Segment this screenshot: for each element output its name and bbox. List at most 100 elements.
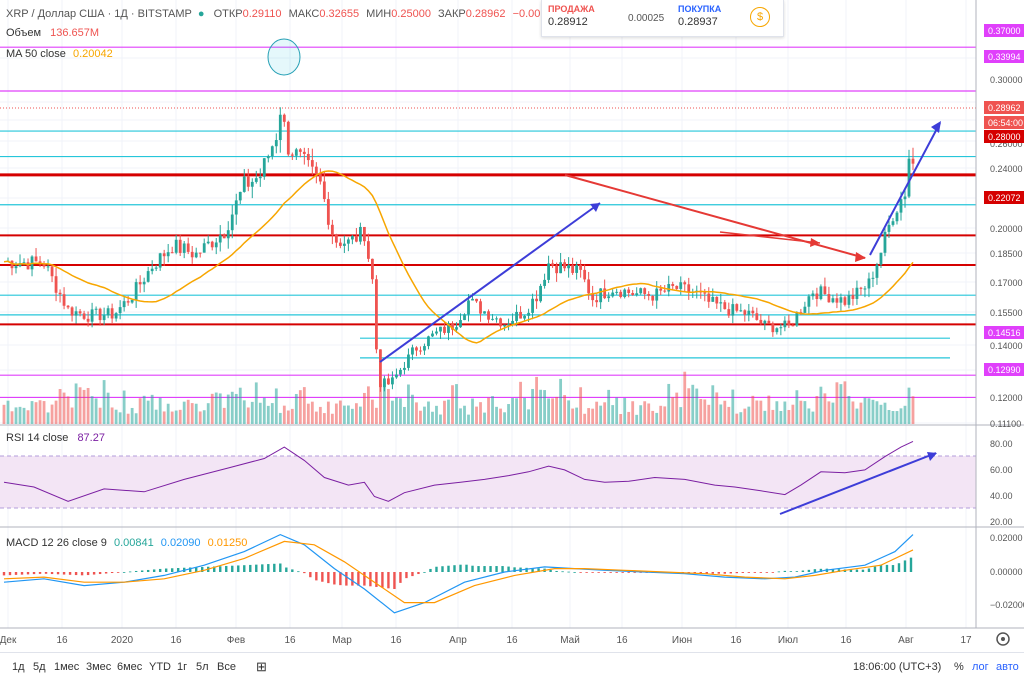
auto-toggle[interactable]: авто xyxy=(996,661,1019,673)
volume-bar xyxy=(451,385,454,424)
macd-hist-bar xyxy=(74,572,78,576)
buy-button[interactable]: ПОКУПКА 0.28937 xyxy=(678,4,722,28)
candle-body xyxy=(34,256,38,262)
macd-hist-bar xyxy=(765,572,769,573)
volume-bar xyxy=(286,410,290,424)
candle-body xyxy=(154,267,158,269)
candle-body xyxy=(827,294,831,303)
volume-bar xyxy=(134,413,138,424)
candle-body xyxy=(226,230,230,239)
volume-bar xyxy=(102,380,106,424)
time-axis[interactable]: Дек 16 2020 16 Фев 16 Мар 16 Апр 16 Май 16 Июн 16 Июл 1… xyxy=(0,635,972,646)
macd-axis[interactable]: 0.02000 0.00000 −0.02000 xyxy=(990,533,1024,610)
candle-body xyxy=(90,309,94,322)
range-button-5d[interactable]: 5д xyxy=(33,661,46,673)
candle-body xyxy=(839,297,843,303)
volume-bar xyxy=(755,400,759,424)
spread-value: 0.00025 xyxy=(628,13,665,24)
chart-canvas[interactable]: 0.33994 0.30000 0.28962 0.26000 0.24000 0.220… xyxy=(0,0,1024,652)
macd-hist-bar xyxy=(909,557,913,572)
range-button-1y[interactable]: 1г xyxy=(177,661,188,673)
candle-body xyxy=(375,279,378,350)
drawings[interactable] xyxy=(0,38,976,515)
volume-bar xyxy=(154,409,158,424)
rsi-axis[interactable]: 80.00 60.00 40.00 20.00 xyxy=(990,439,1013,527)
pane-dividers[interactable] xyxy=(0,0,1024,629)
volume-bar xyxy=(362,392,366,424)
volume-bar xyxy=(399,398,402,424)
range-button-1m[interactable]: 1мес xyxy=(54,661,80,673)
candle-body xyxy=(651,295,655,301)
time-tick-label: Июл xyxy=(778,635,798,646)
volume-bar xyxy=(395,397,398,424)
candle-body xyxy=(531,298,534,313)
arrow-head-red-1 xyxy=(855,252,866,262)
candle-body xyxy=(843,297,847,305)
volume-legend[interactable]: Объем 136.657M xyxy=(6,27,100,39)
range-button-5y[interactable]: 5л xyxy=(196,661,209,673)
macd-hist-bar xyxy=(2,572,6,576)
volume-bar xyxy=(234,393,238,424)
macd-hist-bar xyxy=(423,572,426,573)
candle-body xyxy=(431,333,434,337)
volume-bar xyxy=(807,408,811,424)
sell-button[interactable]: ПРОДАЖА 0.28912 xyxy=(548,4,595,28)
candle-body xyxy=(583,269,587,280)
macd-hist-bar xyxy=(789,571,793,573)
volume-bar xyxy=(443,400,446,424)
volume-bar xyxy=(759,400,763,424)
volume-bar xyxy=(527,409,530,424)
rsi-legend[interactable]: RSI 14 close 87.27 xyxy=(6,432,105,444)
percent-toggle[interactable]: % xyxy=(954,661,964,673)
candle-body xyxy=(831,298,835,303)
calendar-range-icon[interactable]: ⊞ xyxy=(256,659,267,674)
info-icon[interactable]: $ xyxy=(750,7,770,27)
volume-bar xyxy=(891,410,895,424)
ma-legend[interactable]: MA 50 close 0.20042 xyxy=(6,48,113,60)
volume-bar xyxy=(342,405,346,424)
candle-body xyxy=(126,301,130,303)
candle-body xyxy=(487,311,490,320)
volume-bar xyxy=(226,394,230,424)
volume-bar xyxy=(683,371,687,424)
time-tick-label: Фев xyxy=(227,635,245,646)
range-button-1d[interactable]: 1д xyxy=(12,661,25,673)
volume-bar xyxy=(190,403,194,424)
volume-bar xyxy=(302,387,306,424)
volume-bar xyxy=(383,381,386,424)
volume-bar xyxy=(198,411,202,424)
macd-hist-bar xyxy=(351,572,354,586)
macd-hist-bar xyxy=(471,565,474,572)
candle-body xyxy=(26,262,30,270)
macd-legend[interactable]: MACD 12 26 close 9 0.00841 0.02090 0.012… xyxy=(6,537,248,549)
volume-bar xyxy=(98,407,102,424)
candle-body xyxy=(675,285,679,289)
macd-hist-bar xyxy=(537,568,540,572)
log-toggle[interactable]: лог xyxy=(972,661,989,673)
macd-hist-bar xyxy=(92,572,96,575)
settings-icon[interactable] xyxy=(996,632,1010,646)
range-button-ytd[interactable]: YTD xyxy=(149,661,171,673)
volume-bar xyxy=(447,399,450,424)
candle-body xyxy=(162,253,166,257)
candle-body xyxy=(274,140,278,147)
volume-bar xyxy=(787,409,791,424)
volume-bar xyxy=(603,402,607,424)
candle-body xyxy=(194,252,198,258)
clock[interactable]: 18:06:00 (UTC+3) xyxy=(853,661,942,673)
macd-hist-bar xyxy=(243,565,246,572)
range-button-6m[interactable]: 6мес xyxy=(117,661,143,673)
range-button-3m[interactable]: 3мес xyxy=(86,661,112,673)
range-button-all[interactable]: Все xyxy=(217,661,236,673)
arrow-head-blue-1 xyxy=(590,203,600,212)
candle-body xyxy=(535,298,538,302)
price-axis[interactable]: 0.33994 0.30000 0.28962 0.26000 0.24000 0.220… xyxy=(984,24,1024,429)
price-badge xyxy=(984,24,1024,37)
candle-body xyxy=(246,176,250,187)
macd-hist-bar xyxy=(158,568,162,572)
price-tick-label: 0.17000 xyxy=(990,278,1023,288)
price-badge xyxy=(984,130,1024,143)
volume-bar xyxy=(831,402,835,424)
symbol-title[interactable]: XRP / Доллар США · 1Д · BITSTAMP xyxy=(6,8,192,20)
volume-bar xyxy=(843,381,847,424)
